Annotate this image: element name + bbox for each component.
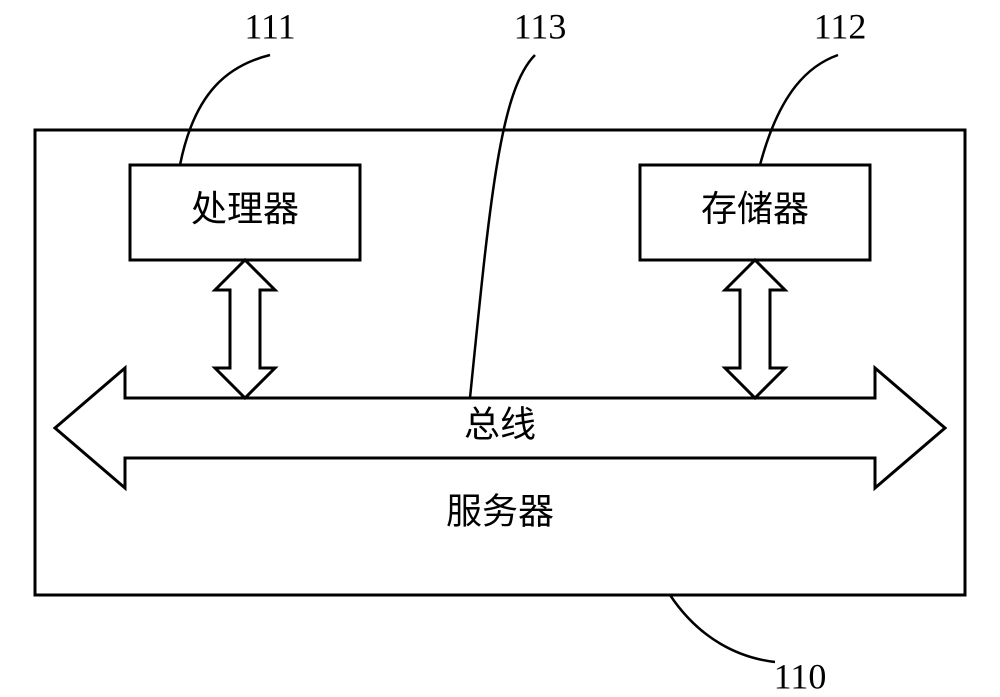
bus-label: 总线 <box>464 404 536 444</box>
callout-113-curve <box>470 55 535 398</box>
callout-110-label: 110 <box>774 656 827 696</box>
callout-111-curve <box>180 55 270 165</box>
processor-label: 处理器 <box>191 189 299 229</box>
processor-bus-arrow <box>215 260 275 398</box>
callout-110-curve <box>670 595 775 662</box>
memory-label: 存储器 <box>701 189 809 229</box>
server-label: 服务器 <box>446 491 554 531</box>
callout-112-curve <box>760 55 838 165</box>
callout-113-label: 113 <box>514 6 567 46</box>
callout-111-label: 111 <box>244 6 295 46</box>
callout-112-label: 112 <box>814 6 867 46</box>
memory-bus-arrow <box>725 260 785 398</box>
